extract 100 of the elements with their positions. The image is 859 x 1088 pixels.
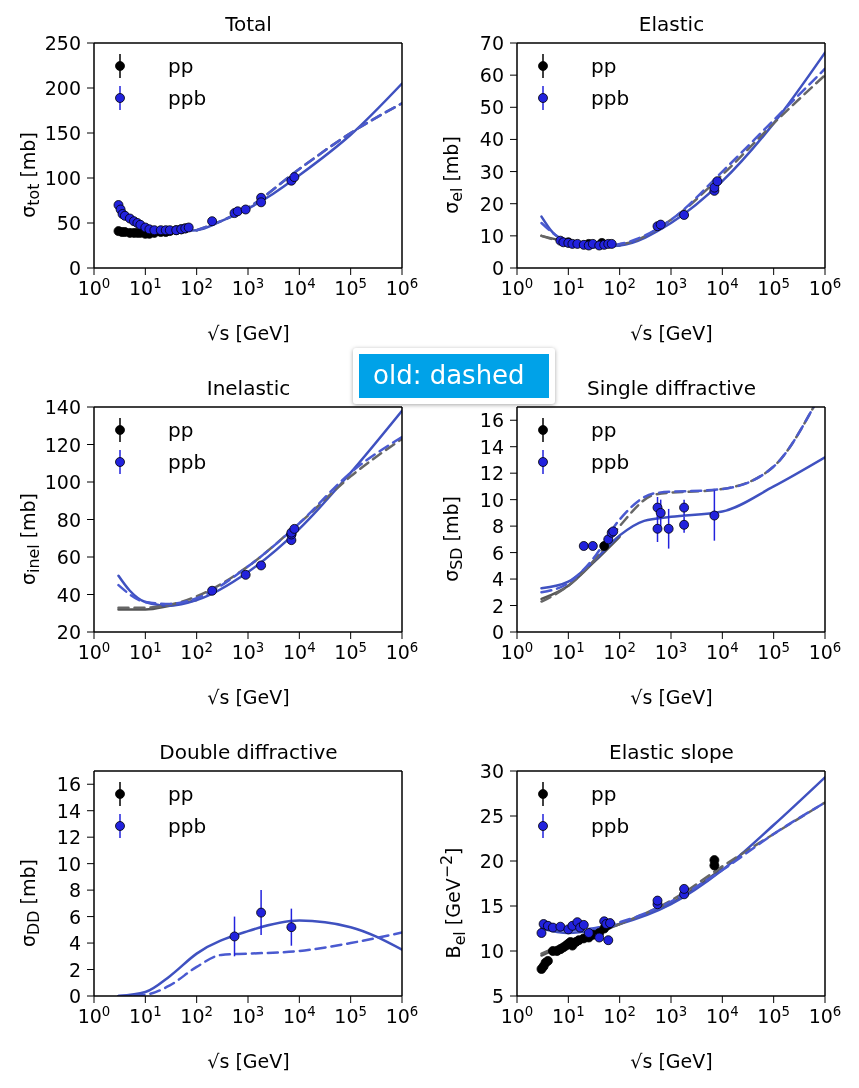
x-tick-label: 10$^{6}$ bbox=[808, 639, 842, 663]
chart-title: Total bbox=[224, 12, 273, 36]
legend-label: pp bbox=[591, 54, 617, 78]
y-tick-label: 12 bbox=[56, 826, 81, 849]
x-tick-label: 10$^{4}$ bbox=[283, 1003, 316, 1027]
x-tick-label: 10$^{6}$ bbox=[385, 275, 419, 299]
y-tick-label: 40 bbox=[479, 128, 504, 151]
x-axis-title: √s [GeV] bbox=[629, 1050, 714, 1072]
x-tick-label: 10$^{2}$ bbox=[180, 639, 213, 663]
y-tick-label: 50 bbox=[56, 212, 81, 234]
x-tick-label: 10$^{6}$ bbox=[385, 639, 419, 663]
y-tick-label: 10 bbox=[479, 224, 504, 247]
x-tick-label: 10$^{5}$ bbox=[334, 1003, 367, 1027]
y-tick-label: 30 bbox=[479, 160, 504, 183]
legend-label: ppb bbox=[168, 450, 207, 474]
x-tick-label: 10$^{3}$ bbox=[654, 1003, 688, 1027]
x-tick-label: 10$^{2}$ bbox=[180, 275, 213, 299]
y-tick-label: 12 bbox=[479, 462, 504, 485]
y-tick-label: 25 bbox=[479, 805, 504, 827]
y-tick-label: 80 bbox=[56, 508, 81, 531]
chart-title: Elastic bbox=[637, 12, 706, 36]
y-tick-label: 2 bbox=[68, 958, 81, 981]
x-tick-label: 10$^{2}$ bbox=[603, 1003, 636, 1027]
y-tick-label: 40 bbox=[56, 583, 81, 606]
y-tick-label: 100 bbox=[44, 471, 81, 493]
x-tick-label: 10$^{4}$ bbox=[283, 275, 316, 299]
y-tick-label: 4 bbox=[68, 932, 81, 955]
y-tick-label: 6 bbox=[68, 905, 81, 928]
chart-title: Single diffractive bbox=[587, 376, 756, 400]
y-tick-label: 60 bbox=[479, 64, 504, 87]
y-tick-label: 70 bbox=[479, 32, 504, 54]
y-tick-label: 16 bbox=[56, 773, 81, 796]
y-tick-label: 16 bbox=[479, 409, 504, 432]
x-tick-label: 10$^{1}$ bbox=[129, 1003, 162, 1027]
x-tick-label: 10$^{3}$ bbox=[231, 275, 265, 299]
x-tick-label: 10$^{1}$ bbox=[129, 275, 162, 299]
y-tick-label: 20 bbox=[479, 192, 504, 215]
x-tick-label: 10$^{2}$ bbox=[180, 1003, 213, 1027]
x-axis-title: √s [GeV] bbox=[206, 686, 291, 708]
y-tick-label: 30 bbox=[479, 760, 504, 782]
chart-title: Elastic slope bbox=[608, 740, 735, 764]
legend-label: ppb bbox=[591, 450, 630, 474]
legend-label: pp bbox=[168, 418, 194, 442]
x-tick-label: 10$^{1}$ bbox=[552, 275, 585, 299]
x-tick-label: 10$^{4}$ bbox=[706, 1003, 739, 1027]
x-axis-title: √s [GeV] bbox=[629, 322, 714, 344]
x-axis-title: √s [GeV] bbox=[206, 322, 291, 344]
x-tick-label: 10$^{6}$ bbox=[808, 275, 842, 299]
x-tick-label: 10$^{1}$ bbox=[552, 639, 585, 663]
y-tick-label: 14 bbox=[56, 799, 81, 822]
x-tick-label: 10$^{5}$ bbox=[334, 639, 367, 663]
x-tick-label: 10$^{4}$ bbox=[706, 275, 739, 299]
y-tick-label: 150 bbox=[44, 122, 81, 144]
x-tick-label: 10$^{5}$ bbox=[757, 639, 790, 663]
y-tick-label: 10 bbox=[479, 488, 504, 511]
y-tick-label: 8 bbox=[68, 879, 81, 902]
x-tick-label: 10$^{6}$ bbox=[808, 1003, 842, 1027]
y-tick-label: 10 bbox=[56, 852, 81, 875]
y-tick-label: 6 bbox=[491, 541, 504, 564]
chart-title: Inelastic bbox=[206, 376, 291, 400]
x-tick-label: 10$^{1}$ bbox=[552, 1003, 585, 1027]
text: old: dashed bbox=[359, 354, 549, 398]
legend-label: ppb bbox=[168, 86, 207, 110]
y-tick-label: 14 bbox=[479, 435, 504, 458]
y-tick-label: 250 bbox=[44, 32, 81, 54]
y-tick-label: 120 bbox=[44, 433, 81, 456]
x-tick-label: 10$^{5}$ bbox=[757, 275, 790, 299]
legend-label: pp bbox=[168, 782, 194, 806]
y-tick-label: 4 bbox=[491, 568, 504, 591]
legend-label: pp bbox=[168, 54, 194, 78]
x-tick-label: 10$^{3}$ bbox=[654, 275, 688, 299]
x-tick-label: 10$^{2}$ bbox=[603, 639, 636, 663]
legend-label: pp bbox=[591, 418, 617, 442]
legend-label: ppb bbox=[591, 86, 630, 110]
x-tick-label: 10$^{5}$ bbox=[757, 1003, 790, 1027]
x-tick-label: 10$^{3}$ bbox=[231, 1003, 265, 1027]
x-tick-label: 10$^{6}$ bbox=[385, 1003, 419, 1027]
legend-label: pp bbox=[591, 782, 617, 806]
x-tick-label: 10$^{2}$ bbox=[603, 275, 636, 299]
x-tick-label: 10$^{5}$ bbox=[334, 275, 367, 299]
x-tick-label: 10$^{3}$ bbox=[231, 639, 265, 663]
legend-label: ppb bbox=[591, 814, 630, 838]
y-tick-label: 200 bbox=[44, 77, 81, 99]
y-tick-label: 140 bbox=[44, 396, 81, 418]
y-tick-label: 50 bbox=[479, 96, 504, 119]
legend-label: ppb bbox=[168, 814, 207, 838]
x-tick-label: 10$^{3}$ bbox=[654, 639, 688, 663]
y-tick-label: 100 bbox=[44, 167, 81, 189]
y-tick-label: 10 bbox=[479, 940, 504, 962]
y-tick-label: 8 bbox=[491, 515, 504, 538]
y-tick-label: 2 bbox=[491, 594, 504, 617]
y-tick-label: 15 bbox=[479, 895, 504, 917]
x-tick-label: 10$^{1}$ bbox=[129, 639, 162, 663]
chart-title: Double diffractive bbox=[158, 740, 339, 764]
y-tick-label: 60 bbox=[56, 546, 81, 568]
x-axis-title: √s [GeV] bbox=[629, 686, 714, 708]
x-tick-label: 10$^{4}$ bbox=[706, 639, 739, 663]
x-axis-title: √s [GeV] bbox=[206, 1050, 291, 1072]
x-tick-label: 10$^{4}$ bbox=[283, 639, 316, 663]
y-tick-label: 20 bbox=[479, 850, 504, 872]
